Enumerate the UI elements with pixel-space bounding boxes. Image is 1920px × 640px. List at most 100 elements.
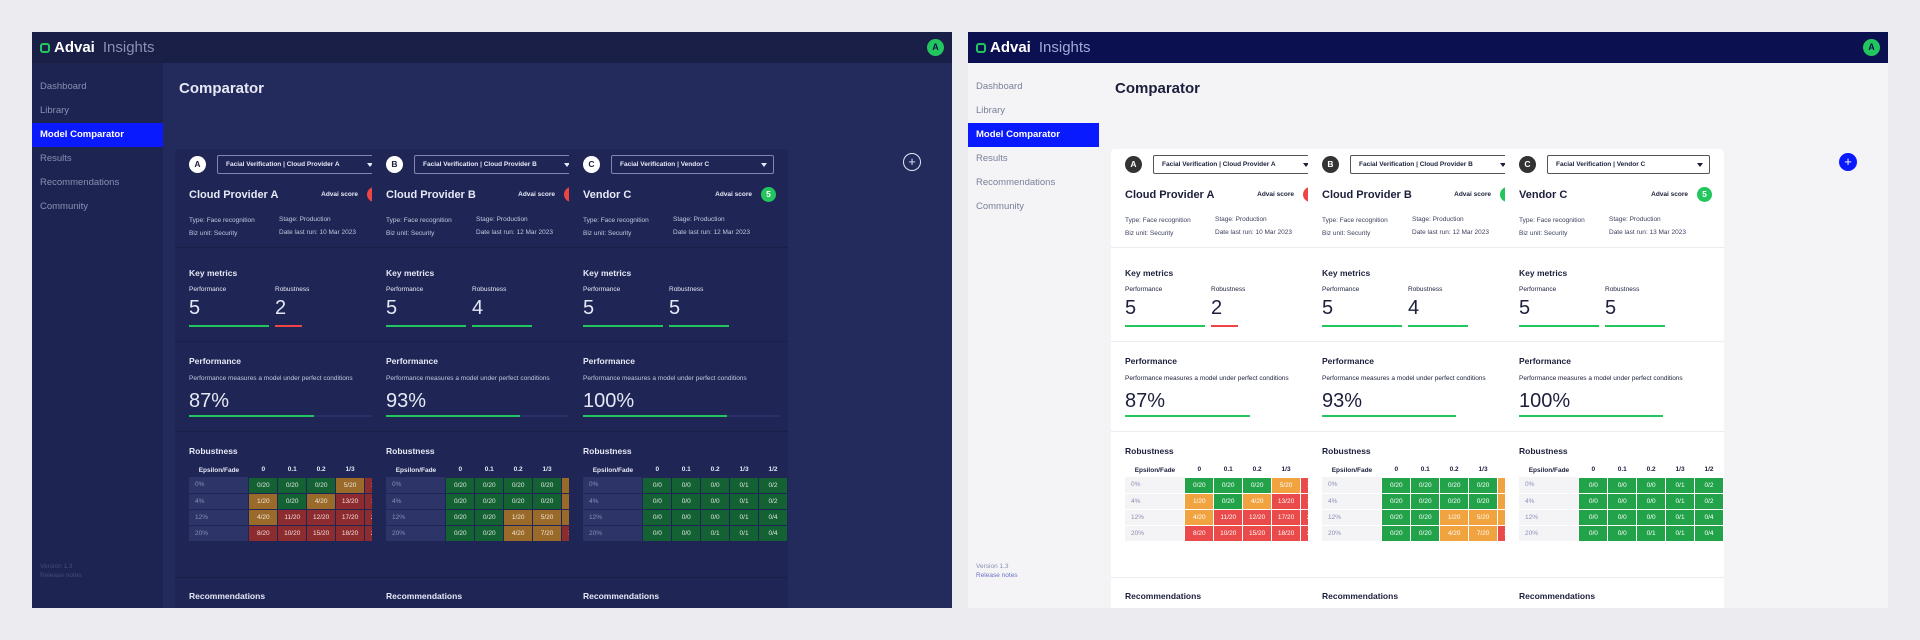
add-model-button[interactable]: +	[1839, 153, 1857, 171]
table-cell: 0/20	[445, 524, 476, 542]
dark-theme-app: Advai Insights A Dashboard Library Model Comp…	[32, 32, 952, 608]
model-stage: Stage: Production	[1215, 216, 1267, 223]
model-select-dropdown[interactable]: Facial Verification | Cloud Provider B	[414, 155, 577, 174]
table-cell: 15/20	[1242, 524, 1273, 542]
performance-title: Performance	[386, 356, 438, 366]
sidebar-item-community[interactable]: Community	[40, 201, 89, 212]
robustness-table: Epsilon/Fade00.10.21/31/20%0/200/200/200…	[1322, 463, 1527, 542]
table-row-label: 12%	[189, 509, 249, 526]
table-cell: 0/20	[1381, 492, 1412, 510]
robustness-metric-bar	[1408, 325, 1468, 327]
performance-metric-label: Performance	[189, 286, 227, 293]
release-notes-link[interactable]: Release notes	[976, 572, 1018, 579]
divider	[1308, 431, 1527, 432]
divider	[175, 431, 394, 432]
performance-progress-track	[1322, 415, 1519, 417]
table-column-header: 0	[655, 466, 660, 474]
performance-description: Performance measures a model under perfe…	[1125, 375, 1289, 382]
top-bar: Advai Insights A	[32, 32, 952, 63]
sidebar-item-recommendations[interactable]: Recommendations	[40, 177, 120, 188]
divider	[1505, 577, 1724, 578]
table-cell: 0/20	[1410, 524, 1441, 542]
sidebar-item-library[interactable]: Library	[40, 105, 70, 116]
table-column-header: 0	[1591, 466, 1596, 474]
advai-score-label: Advai score	[1257, 191, 1294, 198]
robustness-metric-label: Robustness	[1408, 286, 1443, 293]
table-cell: 15/20	[306, 524, 337, 542]
performance-description: Performance measures a model under perfe…	[583, 375, 747, 382]
table-cell: 8/20	[248, 524, 279, 542]
model-name: Vendor C	[583, 189, 632, 201]
sidebar-item-recommendations[interactable]: Recommendations	[976, 177, 1056, 188]
sidebar: Dashboard Library Model Comparator Results R…	[968, 63, 1099, 608]
table-cell: 5/20	[532, 508, 563, 526]
table-cell: 0/1	[729, 508, 760, 526]
model-select-dropdown[interactable]: Facial Verification | Cloud Provider B	[1350, 155, 1513, 174]
model-name: Cloud Provider A	[1125, 189, 1215, 201]
performance-description: Performance measures a model under perfe…	[189, 375, 353, 382]
model-column: B Facial Verification | Cloud Provider B C…	[372, 149, 591, 608]
robustness-title: Robustness	[1519, 446, 1568, 456]
model-select-dropdown[interactable]: Facial Verification | Cloud Provider A	[217, 155, 380, 174]
model-select-dropdown[interactable]: Facial Verification | Vendor C	[1547, 155, 1710, 174]
sidebar-item-results[interactable]: Results	[976, 153, 1008, 164]
table-cell: 13/20	[335, 492, 366, 510]
model-type: Type: Face recognition	[583, 217, 649, 224]
table-cell: 0/20	[1410, 476, 1441, 494]
table-cell: 0/0	[700, 492, 731, 510]
user-avatar[interactable]: A	[927, 39, 944, 56]
model-type: Type: Face recognition	[386, 217, 452, 224]
sidebar-item-model-comparator[interactable]: Model Comparator	[32, 123, 163, 147]
table-cell: 11/20	[277, 508, 308, 526]
performance-metric-label: Performance	[1125, 286, 1163, 293]
performance-metric-value: 5	[1519, 297, 1531, 319]
table-cell: 0/0	[671, 524, 702, 542]
sidebar-item-dashboard[interactable]: Dashboard	[976, 81, 1023, 92]
model-column: C Facial Verification | Vendor C Vendor C A…	[1505, 149, 1724, 608]
table-cell: 0/20	[474, 492, 505, 510]
divider	[175, 341, 394, 342]
table-cell: 0/1	[700, 524, 731, 542]
robustness-metric-bar	[1211, 325, 1238, 327]
release-notes-link[interactable]: Release notes	[40, 572, 82, 579]
model-type: Type: Face recognition	[189, 217, 255, 224]
table-column-header: 1/3	[739, 466, 749, 474]
table-cell: 0/0	[671, 492, 702, 510]
model-select-value: Facial Verification | Cloud Provider A	[1162, 161, 1276, 168]
table-cell: 0/0	[1607, 476, 1638, 494]
robustness-metric-label: Robustness	[275, 286, 310, 293]
performance-progress-fill	[1322, 415, 1456, 417]
robustness-metric-bar	[472, 325, 532, 327]
table-cell: 0/20	[503, 476, 534, 494]
sidebar-item-dashboard[interactable]: Dashboard	[40, 81, 87, 92]
model-select-dropdown[interactable]: Facial Verification | Vendor C	[611, 155, 774, 174]
robustness-metric-value: 5	[669, 297, 681, 319]
performance-metric-bar	[583, 325, 663, 327]
sidebar-item-community[interactable]: Community	[976, 201, 1025, 212]
model-date-last-run: Date last run: 13 Mar 2023	[1609, 229, 1686, 236]
divider	[372, 577, 591, 578]
model-select-dropdown[interactable]: Facial Verification | Cloud Provider A	[1153, 155, 1316, 174]
table-cell: 0/0	[1607, 492, 1638, 510]
table-row: 4%0/200/200/200/209/20	[386, 492, 591, 510]
performance-metric-bar	[1125, 325, 1205, 327]
recommendations-title: Recommendations	[386, 591, 463, 601]
add-model-button[interactable]: +	[903, 153, 921, 171]
robustness-title: Robustness	[583, 446, 632, 456]
divider	[1505, 341, 1724, 342]
sidebar-item-library[interactable]: Library	[976, 105, 1006, 116]
user-avatar[interactable]: A	[1863, 39, 1880, 56]
table-cell: 4/20	[1242, 492, 1273, 510]
table-column-header: 0.2	[513, 466, 523, 474]
page-title: Comparator	[179, 80, 265, 97]
advai-score-badge: 5	[761, 187, 776, 202]
sidebar-item-model-comparator[interactable]: Model Comparator	[968, 123, 1099, 147]
model-stage: Stage: Production	[476, 216, 528, 223]
robustness-title: Robustness	[189, 446, 238, 456]
table-cell: 0/20	[445, 508, 476, 526]
divider	[1111, 247, 1330, 248]
sidebar-item-results[interactable]: Results	[40, 153, 72, 164]
performance-progress-track	[189, 415, 386, 417]
